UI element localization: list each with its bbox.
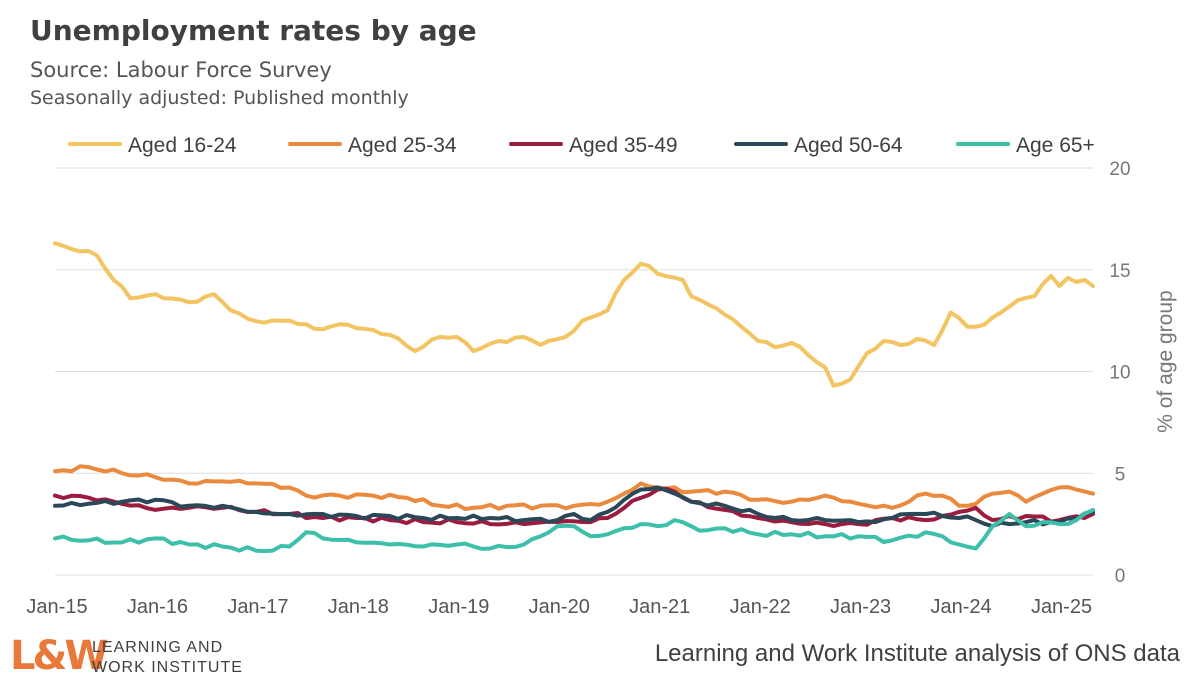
lw-logo-text: LEARNING AND WORK INSTITUTE <box>92 638 243 678</box>
legend-label-aged-16-24: Aged 16-24 <box>128 134 237 157</box>
legend-label-aged-25-34: Aged 25-34 <box>348 134 457 157</box>
x-tick-label: Jan-19 <box>428 596 489 618</box>
y-tick-label: 20 <box>1109 159 1130 180</box>
legend-label-age-65-plus: Age 65+ <box>1016 134 1095 157</box>
y-tick-label: 0 <box>1115 566 1126 587</box>
x-tick-label: Jan-18 <box>328 596 389 618</box>
series-line-aged-25-34 <box>53 464 1095 511</box>
x-tick-label: Jan-21 <box>629 596 690 618</box>
x-tick-label: Jan-15 <box>26 596 87 618</box>
y-tick-label: 10 <box>1109 363 1130 384</box>
chart-subtitle-2: Seasonally adjusted: Published monthly <box>30 87 409 109</box>
x-tick-label: Jan-23 <box>830 596 891 618</box>
source-note: Learning and Work Institute analysis of … <box>654 640 1180 667</box>
chart-title: Unemployment rates by age <box>30 14 477 47</box>
x-tick-label: Jan-24 <box>930 596 991 618</box>
legend-label-aged-50-64: Aged 50-64 <box>794 134 903 157</box>
series-line-aged-16-24 <box>53 241 1095 388</box>
x-tick-label: Jan-22 <box>730 596 791 618</box>
y-tick-label: 5 <box>1115 464 1126 485</box>
x-tick-label: Jan-20 <box>529 596 590 618</box>
lw-logo-mark: L&W <box>10 633 108 679</box>
x-tick-label: Jan-25 <box>1031 596 1092 618</box>
logo-line-2: WORK INSTITUTE <box>92 659 243 676</box>
series-line-age-65-plus <box>53 507 1095 554</box>
x-tick-label: Jan-17 <box>227 596 288 618</box>
logo-line-1: LEARNING AND <box>92 639 224 656</box>
series-line-aged-50-64 <box>53 485 1095 529</box>
x-tick-label: Jan-16 <box>127 596 188 618</box>
y-axis-title: % of age group <box>1154 290 1177 432</box>
chart-subtitle: Source: Labour Force Survey <box>30 58 332 82</box>
legend-label-aged-35-49: Aged 35-49 <box>569 134 678 157</box>
y-tick-label: 15 <box>1109 261 1130 282</box>
